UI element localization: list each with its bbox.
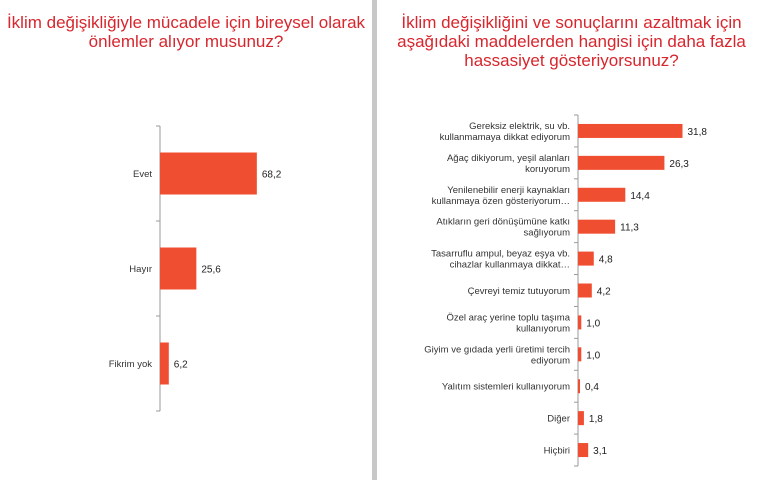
right-category-label-line: kullanmaya özen gösteriyorum… bbox=[432, 196, 570, 207]
left-bar-chart: 68,2 Evet 25,6 Hayır 6,2 Fikrim yok bbox=[109, 125, 282, 412]
right-chart-panel: İklim değişikliğini ve sonuçlarını azalt… bbox=[378, 0, 763, 480]
right-value-label: 26,3 bbox=[669, 159, 689, 170]
right-bar bbox=[578, 187, 626, 202]
right-category-label-line: Hiçbiri bbox=[544, 446, 570, 457]
right-category-label: Yenilenebilir enerji kaynakları kullanmay… bbox=[432, 185, 570, 207]
right-category-label-line: Çevreyi temiz tutuyorum bbox=[468, 286, 571, 297]
right-category-label: Özel araç yerine toplu taşıma kullanıyoru… bbox=[446, 312, 570, 334]
right-value-label: 4,2 bbox=[597, 287, 611, 298]
right-category-label: Çevreyi temiz tutuyorum bbox=[468, 286, 571, 297]
right-value-label: 31,8 bbox=[687, 127, 707, 138]
right-bar bbox=[578, 347, 582, 362]
right-bar bbox=[578, 443, 589, 458]
right-category-label-line: sağlıyorum bbox=[524, 228, 571, 239]
right-category-label-line: Atıkların geri dönüşümüne katkı bbox=[436, 217, 570, 228]
right-category-label: Atıkların geri dönüşümüne katkı sağlıyoru… bbox=[436, 217, 570, 239]
right-bar bbox=[578, 283, 592, 298]
right-category-label-line: cihazlar kullanmaya dikkat… bbox=[450, 260, 570, 271]
right-category-label-line: Yalıtım sistemleri kullanıyorum bbox=[442, 382, 570, 393]
right-bar bbox=[578, 155, 665, 170]
right-category-label-line: koruyorum bbox=[525, 164, 570, 175]
right-category-label-line: kullanıyorum bbox=[516, 323, 570, 334]
right-category-label-line: ediyorum bbox=[531, 355, 570, 366]
left-category-label-line: Evet bbox=[133, 169, 152, 180]
left-category-label-line: Fikrim yok bbox=[109, 359, 153, 370]
right-category-label: Hiçbiri bbox=[544, 446, 570, 457]
right-value-label: 0,4 bbox=[585, 382, 599, 393]
panel-divider bbox=[372, 0, 377, 480]
right-category-label: Yalıtım sistemleri kullanıyorum bbox=[442, 382, 570, 393]
right-category-label-line: Tasarruflu ampul, beyaz eşya vb. bbox=[431, 249, 570, 260]
left-value-label: 6,2 bbox=[174, 360, 188, 371]
left-category-label: Fikrim yok bbox=[109, 359, 153, 370]
right-bar bbox=[578, 123, 683, 138]
right-value-label: 1,8 bbox=[589, 414, 603, 425]
right-category-label-line: Ağaç dikiyorum, yeşil alanları bbox=[447, 153, 570, 164]
right-bar bbox=[578, 251, 594, 266]
left-value-label: 68,2 bbox=[262, 170, 282, 181]
right-category-label-line: Yenilenebilir enerji kaynakları bbox=[447, 185, 570, 196]
right-bar-chart: 31,8 Gereksiz elektrik, su vb. kullanmamay… bbox=[424, 114, 707, 467]
right-category-label: Tasarruflu ampul, beyaz eşya vb. cihazlar… bbox=[431, 249, 570, 271]
left-bar bbox=[160, 247, 197, 290]
right-bar bbox=[578, 379, 580, 394]
right-value-label: 4,8 bbox=[599, 255, 613, 266]
right-category-label-line: Diğer bbox=[547, 414, 570, 425]
right-value-label: 14,4 bbox=[630, 191, 650, 202]
left-category-label-line: Hayır bbox=[129, 264, 152, 275]
right-category-label-line: Özel araç yerine toplu taşıma bbox=[446, 312, 570, 323]
right-bar bbox=[578, 219, 616, 234]
right-category-label-line: Gereksiz elektrik, su vb. bbox=[469, 121, 570, 132]
right-category-label: Giyim ve gıdada yerli üretimi tercih ediy… bbox=[424, 344, 570, 366]
right-bar bbox=[578, 411, 584, 426]
left-chart-title: İklim değişikliğiyle mücadele için birey… bbox=[6, 13, 366, 51]
right-value-label: 1,0 bbox=[586, 350, 600, 361]
right-category-label: Ağaç dikiyorum, yeşil alanları koruyorum bbox=[447, 153, 570, 175]
right-category-label: Diğer bbox=[547, 414, 570, 425]
left-category-label: Hayır bbox=[129, 264, 152, 275]
right-chart-title: İklim değişikliğini ve sonuçlarını azalt… bbox=[397, 13, 746, 70]
right-category-label-line: kullanmamaya dikkat ediyorum bbox=[440, 132, 571, 143]
right-value-label: 3,1 bbox=[593, 446, 607, 457]
left-bar bbox=[160, 152, 257, 195]
left-value-label: 25,6 bbox=[201, 265, 221, 276]
left-category-label: Evet bbox=[133, 169, 152, 180]
left-bar bbox=[160, 342, 169, 385]
right-bar bbox=[578, 315, 582, 330]
right-value-label: 11,3 bbox=[620, 223, 639, 234]
right-category-label: Gereksiz elektrik, su vb. kullanmamaya di… bbox=[440, 121, 571, 143]
right-value-label: 1,0 bbox=[586, 318, 600, 329]
right-category-label-line: Giyim ve gıdada yerli üretimi tercih bbox=[424, 344, 570, 355]
left-chart-panel: İklim değişikliğiyle mücadele için birey… bbox=[0, 0, 372, 480]
